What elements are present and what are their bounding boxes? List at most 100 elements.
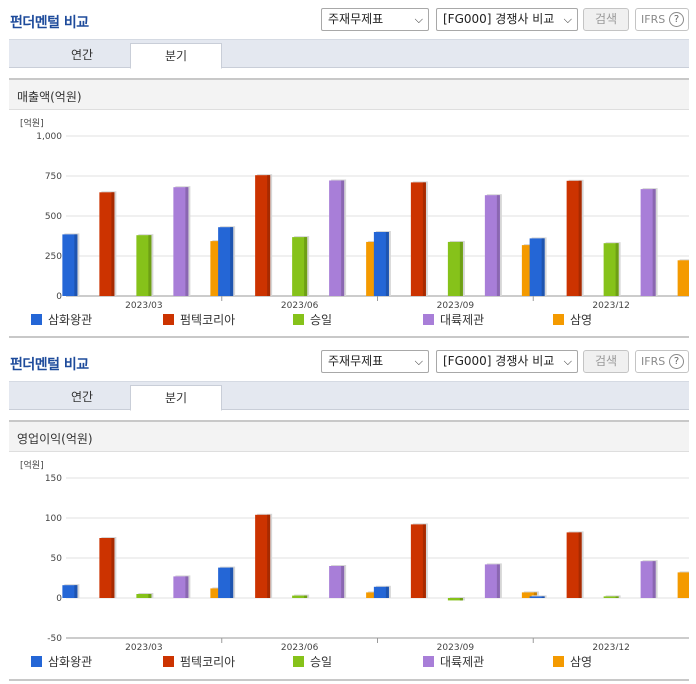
bar-edge xyxy=(385,232,389,296)
search-button[interactable]: 검색 xyxy=(583,350,629,373)
bar[interactable] xyxy=(218,227,234,296)
bar[interactable] xyxy=(529,596,545,598)
bar-edge xyxy=(74,585,78,598)
bar-edge xyxy=(185,187,189,296)
bar[interactable] xyxy=(136,594,152,598)
peer-select[interactable]: [FG000] 경쟁사 비교 ⌵ xyxy=(436,8,578,31)
bar[interactable] xyxy=(603,243,619,296)
bar[interactable] xyxy=(99,192,115,296)
bar[interactable] xyxy=(640,561,656,598)
period-tabs: 연간 분기 xyxy=(9,381,689,411)
bar-edge xyxy=(148,594,152,598)
legend-swatch xyxy=(423,314,434,325)
bar-edge xyxy=(459,598,463,601)
legend-label: 펌텍코리아 xyxy=(180,655,236,669)
bar[interactable] xyxy=(410,182,426,296)
bar[interactable] xyxy=(255,514,271,598)
tab-quarterly[interactable]: 분기 xyxy=(130,43,222,69)
chevron-down-icon: ⌵ xyxy=(414,13,423,26)
revenue-chart-svg: 0 250 500 750 1,000 2023/03 2023/06 2023/09 2023… xyxy=(36,132,695,311)
legend-item[interactable]: 삼영 xyxy=(553,311,592,328)
bar[interactable] xyxy=(292,237,308,296)
bar[interactable] xyxy=(218,567,234,598)
legend-swatch xyxy=(423,656,434,667)
bar[interactable] xyxy=(329,566,345,598)
bar-edge xyxy=(111,538,115,598)
bar[interactable] xyxy=(677,260,693,296)
bar-edge xyxy=(422,524,426,598)
bar[interactable] xyxy=(136,235,152,296)
legend-item[interactable]: 대륙제관 xyxy=(423,653,484,670)
legend-swatch xyxy=(163,656,174,667)
bar[interactable] xyxy=(529,238,545,296)
chart-legend: 삼화왕관 펌텍코리아 승일 대륙제관 삼영 xyxy=(31,311,691,329)
legend-item[interactable]: 삼영 xyxy=(553,653,592,670)
section-title: 매출액(억원) xyxy=(17,90,82,104)
bar-edge xyxy=(459,241,463,296)
bar[interactable] xyxy=(255,175,271,296)
y-tick-label: 750 xyxy=(45,172,62,182)
bar[interactable] xyxy=(373,586,389,598)
y-tick-label: -50 xyxy=(47,634,62,644)
search-button[interactable]: 검색 xyxy=(583,8,629,31)
y-tick-label: 500 xyxy=(45,212,62,222)
bar[interactable] xyxy=(292,595,308,598)
bar-edge xyxy=(385,586,389,598)
x-tick-label: 2023/09 xyxy=(437,643,475,650)
tab-annual[interactable]: 연간 xyxy=(70,390,94,404)
bar-edge xyxy=(541,238,545,296)
y-tick-label: 0 xyxy=(56,594,62,604)
tab-quarterly[interactable]: 분기 xyxy=(130,385,222,411)
legend-item[interactable]: 삼화왕관 xyxy=(31,653,92,670)
bar-edge xyxy=(267,514,271,598)
bar-edge xyxy=(111,192,115,296)
bar-edge xyxy=(578,180,582,296)
bar[interactable] xyxy=(447,598,463,601)
bar[interactable] xyxy=(640,189,656,296)
legend-item[interactable]: 펌텍코리아 xyxy=(163,653,235,670)
bar[interactable] xyxy=(566,532,582,598)
bar[interactable] xyxy=(173,576,189,598)
ifrs-button[interactable]: IFRS ? xyxy=(635,350,689,373)
peer-select[interactable]: [FG000] 경쟁사 비교 ⌵ xyxy=(436,350,578,373)
bar[interactable] xyxy=(99,538,115,598)
y-tick-label: 1,000 xyxy=(36,132,62,142)
bar-edge xyxy=(652,561,656,598)
bar[interactable] xyxy=(373,232,389,296)
bar-edge xyxy=(496,195,500,296)
bar-edge xyxy=(578,532,582,598)
legend-item[interactable]: 대륙제관 xyxy=(423,311,484,328)
bar-edge xyxy=(267,175,271,296)
bar[interactable] xyxy=(566,180,582,296)
chart-legend: 삼화왕관 펌텍코리아 승일 대륙제관 삼영 xyxy=(31,653,691,671)
peer-select-value: [FG000] 경쟁사 비교 xyxy=(443,354,555,368)
legend-item[interactable]: 승일 xyxy=(293,653,332,670)
chevron-down-icon: ⌵ xyxy=(414,355,423,368)
bar-edge xyxy=(230,227,234,296)
statement-select-value: 주재무제표 xyxy=(328,12,384,26)
bar[interactable] xyxy=(410,524,426,598)
bar[interactable] xyxy=(521,592,537,598)
legend-item[interactable]: 삼화왕관 xyxy=(31,311,92,328)
bar[interactable] xyxy=(447,241,463,296)
legend-item[interactable]: 펌텍코리아 xyxy=(163,311,235,328)
unit-label: [억원] xyxy=(20,119,44,129)
legend-label: 대륙제관 xyxy=(440,655,485,669)
bar[interactable] xyxy=(329,180,345,296)
tab-annual[interactable]: 연간 xyxy=(70,48,94,62)
bar[interactable] xyxy=(484,564,500,598)
bar[interactable] xyxy=(62,234,78,296)
ifrs-button[interactable]: IFRS ? xyxy=(635,8,689,31)
revenue-chart: [억원] 0 250 500 750 1,000 2023/03 2023/06 2023/0… xyxy=(9,113,695,333)
statement-select[interactable]: 주재무제표 ⌵ xyxy=(321,350,429,373)
bar[interactable] xyxy=(603,596,619,598)
panel-title: 펀더멘털 비교 xyxy=(10,357,89,373)
bar[interactable] xyxy=(677,572,693,598)
statement-select[interactable]: 주재무제표 ⌵ xyxy=(321,8,429,31)
legend-item[interactable]: 승일 xyxy=(293,311,332,328)
bar[interactable] xyxy=(173,187,189,296)
bar[interactable] xyxy=(366,592,382,598)
bar[interactable] xyxy=(484,195,500,296)
bar[interactable] xyxy=(210,588,226,598)
bar[interactable] xyxy=(62,585,78,598)
